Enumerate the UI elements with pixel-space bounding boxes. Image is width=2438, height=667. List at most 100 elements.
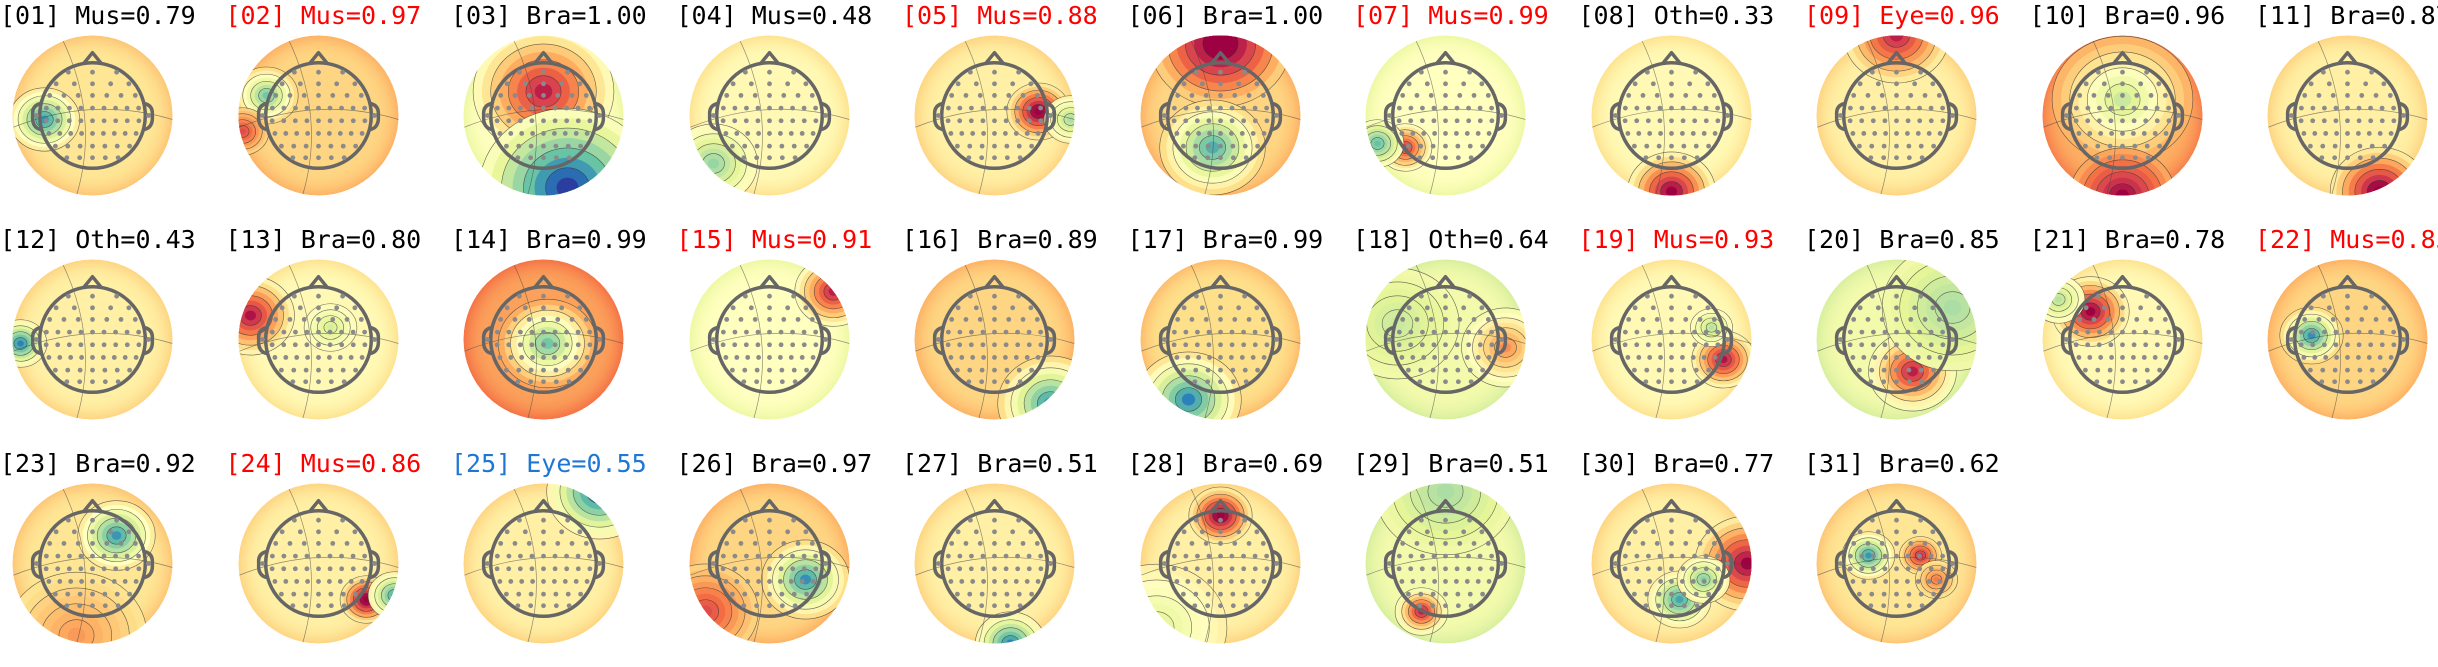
head-outline: [256, 50, 380, 171]
scalp-topomap: [914, 483, 1075, 644]
topomap-source-blob: [479, 108, 624, 196]
component-label: [11] Bra=0.87: [2255, 1, 2438, 30]
component-label: [04] Mus=0.48: [676, 1, 873, 30]
topomap-source-blob: [1365, 119, 1405, 168]
component-cell: [14] Bra=0.99: [451, 224, 676, 439]
component-label: [09] Eye=0.96: [1804, 1, 2000, 30]
electrode-sensors: [1161, 69, 1279, 161]
electrode-sensors: [1838, 293, 1955, 385]
component-cell: [09] Eye=0.96: [1804, 0, 2029, 215]
head-outline: [481, 498, 606, 619]
component-cell: [26] Bra=0.97: [677, 448, 902, 663]
electrode-sensors: [259, 69, 377, 161]
scalp-topomap: [2267, 259, 2428, 420]
component-label: [14] Bra=0.99: [451, 225, 647, 254]
scalp-topomap: [12, 483, 173, 644]
scalp-topomap: [463, 35, 624, 196]
electrode-sensors: [485, 293, 602, 385]
electrode-sensors: [259, 293, 377, 385]
component-cell: [28] Bra=0.69: [1128, 448, 1353, 663]
topomap-source-blob: [1915, 560, 1958, 599]
topomap-source-blob: [2329, 146, 2428, 196]
head-outline: [1383, 50, 1508, 171]
scalp-topomap: [1140, 35, 1300, 196]
head-outline: [1158, 274, 1282, 395]
electrode-sensors: [1387, 517, 1504, 609]
component-cell: [01] Mus=0.79: [0, 0, 225, 215]
electrode-sensors: [1838, 517, 1955, 609]
component-label: [05] Mus=0.88: [902, 1, 1098, 30]
topomap-source-blob: [793, 259, 849, 327]
component-cell: [20] Bra=0.85: [1804, 224, 2029, 439]
electrode-sensors: [1387, 69, 1504, 161]
component-label: [06] Bra=1.00: [1127, 1, 1324, 30]
component-cell: [23] Bra=0.92: [0, 448, 225, 663]
component-cell: [06] Bra=1.00: [1128, 0, 1353, 215]
component-label: [29] Bra=0.51: [1353, 449, 1549, 478]
component-label: [23] Bra=0.92: [0, 449, 196, 478]
head-outline: [1158, 498, 1282, 619]
component-label: [25] Eye=0.55: [451, 449, 647, 478]
component-label: [16] Bra=0.89: [902, 225, 1098, 254]
electrode-sensors: [2063, 293, 2181, 385]
scalp-topomap: [1591, 259, 1751, 420]
scalp-topomap: [914, 259, 1075, 420]
electrode-sensors: [485, 69, 602, 161]
scalp-topomap: [1140, 483, 1300, 644]
component-label: [07] Mus=0.99: [1353, 1, 1549, 30]
head-outline: [2285, 50, 2410, 171]
topomap-source-blob: [238, 107, 269, 156]
component-cell: [03] Bra=1.00: [451, 0, 676, 215]
component-label: [27] Bra=0.51: [902, 449, 1098, 478]
scalp-topomap: [1365, 483, 1526, 644]
scalp-topomap: [238, 259, 398, 420]
head-outline: [481, 50, 606, 171]
component-label: [30] Bra=0.77: [1578, 449, 1775, 478]
component-cell: [08] Oth=0.33: [1579, 0, 1804, 215]
electrode-sensors: [1838, 69, 1955, 161]
head-outline: [2285, 274, 2410, 395]
head-outline: [1609, 498, 1733, 619]
scalp-topomap: [1591, 483, 1751, 644]
component-label: [21] Bra=0.78: [2029, 225, 2226, 254]
scalp-topomap: [2267, 35, 2428, 196]
head-outline: [30, 498, 155, 619]
component-label: [24] Mus=0.86: [225, 449, 422, 478]
topomap-source-blob: [2068, 147, 2176, 196]
component-cell: [27] Bra=0.51: [902, 448, 1127, 663]
electrode-sensors: [34, 293, 151, 385]
scalp-topomap: [914, 35, 1075, 196]
head-outline: [256, 274, 380, 395]
component-label: [26] Bra=0.97: [676, 449, 873, 478]
head-outline: [30, 50, 155, 171]
component-label: [15] Mus=0.91: [676, 225, 873, 254]
head-outline: [1834, 498, 1959, 619]
electrode-sensors: [2063, 69, 2181, 161]
electrode-sensors: [1161, 517, 1279, 609]
scalp-topomap: [689, 35, 849, 196]
component-label: [31] Bra=0.62: [1804, 449, 2000, 478]
scalp-topomap: [689, 259, 849, 420]
component-cell: [24] Mus=0.86: [226, 448, 451, 663]
topomap-source-blob: [1188, 486, 1252, 545]
electrode-sensors: [1612, 517, 1730, 609]
head-outline: [707, 274, 831, 395]
electrode-sensors: [710, 517, 828, 609]
component-cell: [02] Mus=0.97: [226, 0, 451, 215]
electrode-sensors: [1612, 293, 1730, 385]
scalp-topomap: [1816, 259, 1977, 420]
head-outline: [2060, 50, 2184, 171]
component-cell: [13] Bra=0.80: [226, 224, 451, 439]
head-outline: [1834, 50, 1959, 171]
component-label: [18] Oth=0.64: [1353, 225, 1549, 254]
head-outline: [707, 498, 831, 619]
head-outline: [30, 274, 155, 395]
component-label: [20] Bra=0.85: [1804, 225, 2000, 254]
scalp-topomap: [12, 35, 173, 196]
component-cell: [29] Bra=0.51: [1353, 448, 1578, 663]
topomap-source-blob: [367, 571, 398, 620]
electrode-sensors: [936, 517, 1053, 609]
component-cell: [18] Oth=0.64: [1353, 224, 1578, 439]
component-cell: [11] Bra=0.87: [2255, 0, 2438, 215]
